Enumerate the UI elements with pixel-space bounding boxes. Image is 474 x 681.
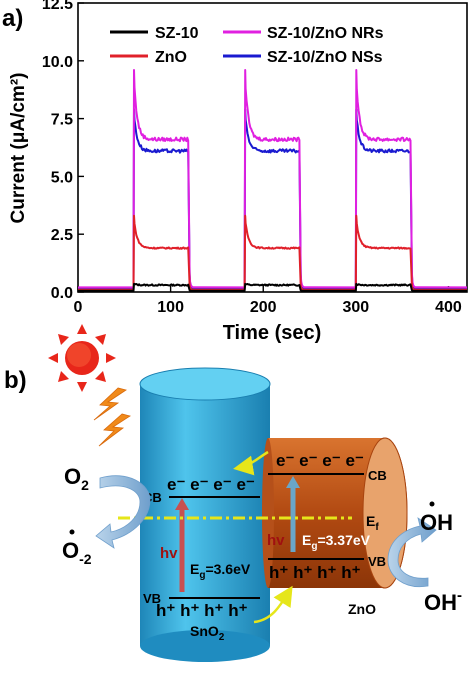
x-tick-label: 0 xyxy=(74,299,83,316)
legend-label-nrs: SZ-10/ZnO NRs xyxy=(267,25,384,42)
legend-label-zno: ZnO xyxy=(155,49,187,66)
legend-label-nss: SZ-10/ZnO NSs xyxy=(267,49,383,66)
zno-bands: e⁻ e⁻ e⁻ e⁻ h⁺ h⁺ h⁺ h⁺ CB VB hv Eg=3.37… xyxy=(267,451,387,617)
legend-label-sz10: SZ-10 xyxy=(155,25,199,42)
series-line-sz-10-zno-nrs xyxy=(78,69,468,289)
sno2-electrons: e⁻ e⁻ e⁻ e⁻ xyxy=(167,475,255,494)
oh-radical-label: OH xyxy=(420,510,453,535)
fermi-level: Ef xyxy=(118,513,379,533)
sno2-holes: h⁺ h⁺ h⁺ h⁺ xyxy=(156,601,248,620)
y-tick-label: 2.5 xyxy=(51,227,73,244)
legend: SZ-10 ZnO SZ-10/ZnO NRs SZ-10/ZnO NSs xyxy=(110,25,384,66)
superoxide-radical-dot xyxy=(69,529,75,535)
zno-eg: Eg=3.37eV xyxy=(302,532,371,552)
sno2-vb-label: VB xyxy=(143,591,161,606)
y-tick-label: 10.0 xyxy=(42,54,73,71)
sno2-cylinder xyxy=(139,367,271,662)
y-tick-label: 0.0 xyxy=(51,285,73,302)
hole-transfer-arrow xyxy=(253,585,293,624)
series-lines xyxy=(78,69,468,292)
sno2-eg: Eg=3.6eV xyxy=(190,561,251,581)
zno-name: ZnO xyxy=(348,601,376,617)
zno-holes: h⁺ h⁺ h⁺ h⁺ xyxy=(269,563,361,582)
sno2-name: SnO2 xyxy=(190,623,225,643)
series-line-zno xyxy=(78,214,467,291)
series-line-sz-10 xyxy=(78,282,467,292)
hydroxide-label: OH- xyxy=(424,587,462,615)
oh-oxidation-arrow xyxy=(387,517,437,588)
panel-b-label: b) xyxy=(4,367,27,394)
x-tick-label: 200 xyxy=(250,299,277,316)
panel-a-label: a) xyxy=(2,5,23,32)
svg-text:Ef: Ef xyxy=(366,513,379,533)
x-tick-label: 300 xyxy=(343,299,370,316)
zno-electrons: e⁻ e⁻ e⁻ e⁻ xyxy=(276,451,364,470)
x-tick-label: 400 xyxy=(435,299,462,316)
o2-reduction-arrow xyxy=(95,475,151,549)
y-axis-label: Current (μA/cm²) xyxy=(8,73,29,224)
panel-a: a) 0.0 2.5 5.0 7.5 10.0 12.5 0 100 200 300 400 Cu… xyxy=(2,0,468,344)
superoxide-label: O-2 xyxy=(62,538,92,567)
x-axis-ticks: 0 100 200 300 400 xyxy=(74,286,462,316)
oh-radical-dot xyxy=(429,501,435,507)
y-tick-label: 5.0 xyxy=(51,169,73,186)
sun-icon xyxy=(48,324,116,392)
plot-frame xyxy=(77,2,468,293)
electron-transfer-arrow xyxy=(233,450,269,476)
series-line-sz-10-zno-nss xyxy=(78,108,468,290)
y-axis-ticks: 0.0 2.5 5.0 7.5 10.0 12.5 xyxy=(42,0,84,302)
lightning-icon xyxy=(93,387,131,447)
zno-vb-label: VB xyxy=(368,554,386,569)
x-tick-label: 100 xyxy=(157,299,184,316)
panel-b: b) xyxy=(4,324,462,662)
y-tick-label: 12.5 xyxy=(42,0,73,13)
zno-hv: hv xyxy=(267,532,285,549)
x-axis-label: Time (sec) xyxy=(223,322,322,344)
y-tick-label: 7.5 xyxy=(51,112,73,129)
o2-label: O2 xyxy=(64,464,89,493)
sno2-hv: hv xyxy=(160,545,178,562)
zno-cb-label: CB xyxy=(368,468,387,483)
sno2-bands: e⁻ e⁻ e⁻ e⁻ h⁺ h⁺ h⁺ h⁺ CB VB hv Eg=3.6e… xyxy=(143,475,260,643)
